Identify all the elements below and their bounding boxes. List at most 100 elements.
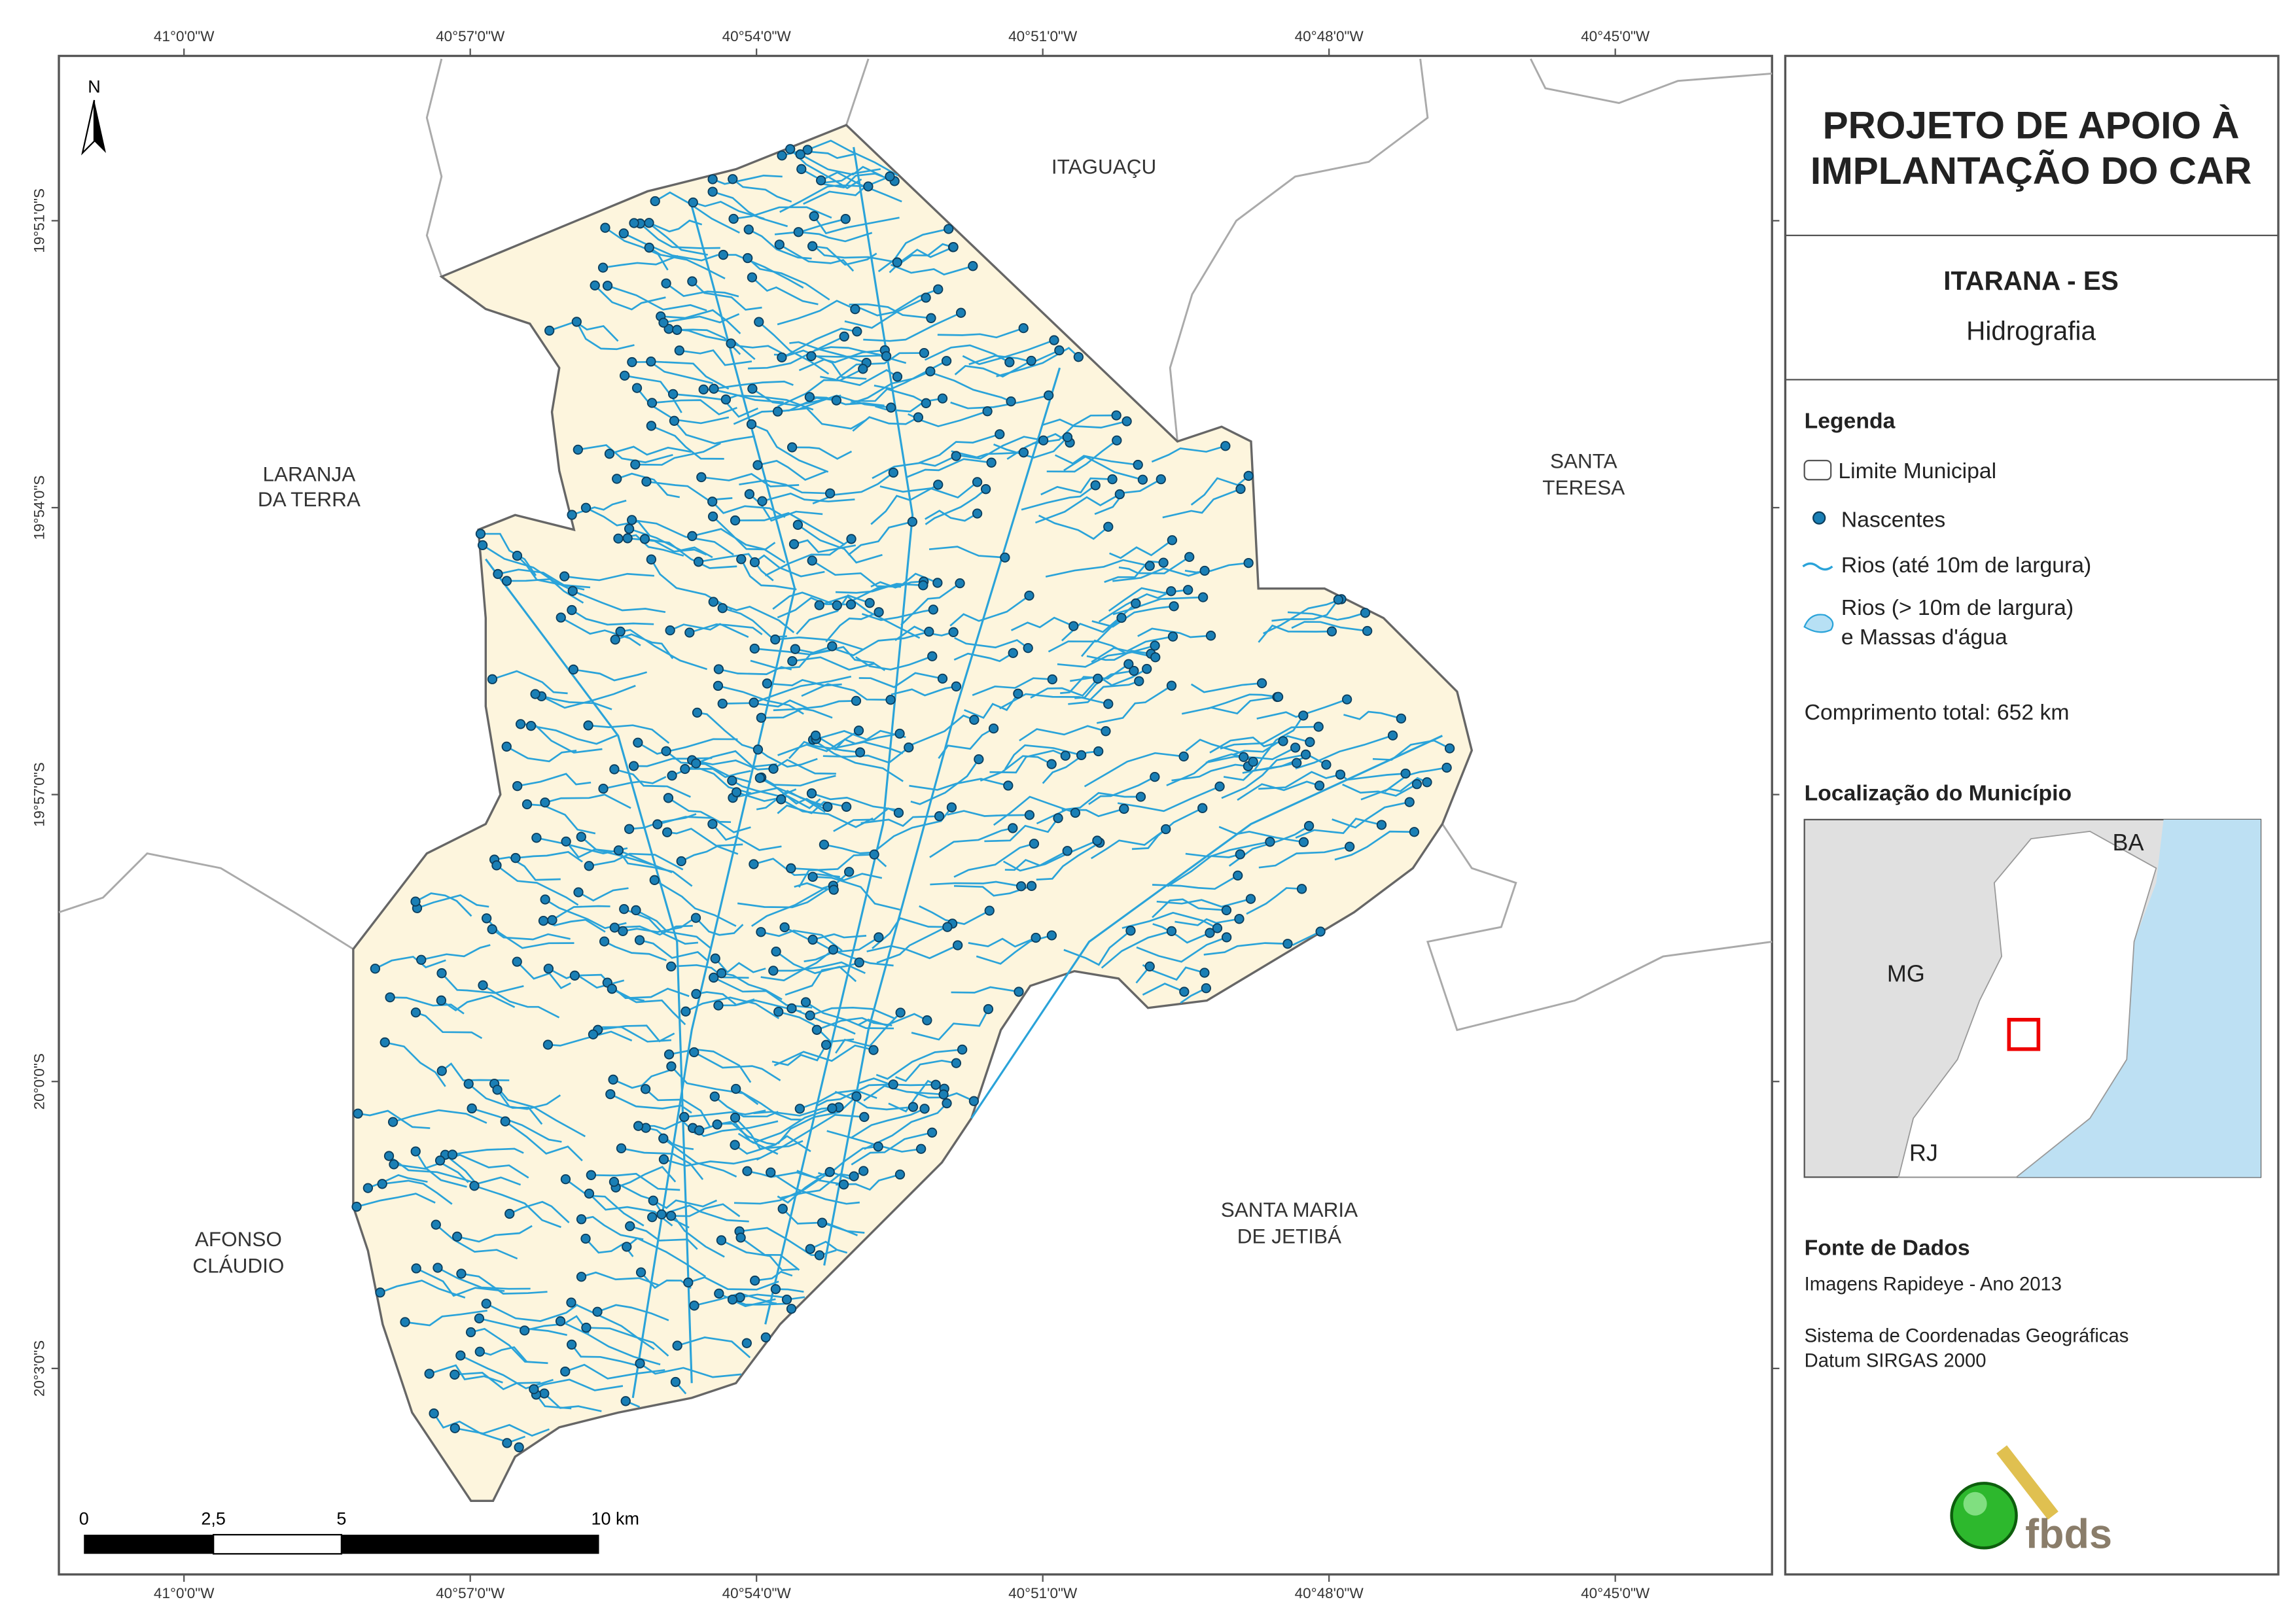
river-trunk: [970, 735, 1443, 1119]
river: [1156, 898, 1251, 908]
river: [733, 206, 832, 220]
spring: [530, 689, 540, 699]
river: [779, 184, 868, 213]
river: [415, 1267, 505, 1297]
spring: [540, 894, 550, 905]
river: [1054, 454, 1139, 466]
river: [506, 746, 577, 763]
logo-text: fbds: [2025, 1511, 2112, 1557]
river-trunk: [764, 147, 914, 1325]
river: [751, 887, 834, 927]
spring: [512, 780, 523, 792]
spring: [1018, 447, 1029, 458]
river: [393, 1163, 467, 1188]
spring: [607, 983, 617, 994]
river: [1372, 739, 1451, 761]
spring: [790, 644, 800, 654]
river: [1209, 736, 1284, 754]
spring: [858, 1166, 869, 1176]
river: [1098, 590, 1172, 623]
spring: [741, 1338, 752, 1348]
river: [1122, 911, 1218, 930]
spring: [1298, 710, 1309, 721]
y-coord-label: 19°57'0"S: [31, 762, 48, 827]
spring: [1053, 812, 1063, 824]
spring: [620, 1396, 631, 1406]
spring: [707, 174, 718, 184]
spring: [1044, 390, 1054, 401]
spring: [633, 737, 643, 748]
river: [571, 609, 654, 626]
spring: [1018, 323, 1029, 334]
river: [1084, 752, 1184, 788]
spring: [515, 719, 526, 729]
river: [657, 816, 751, 833]
river: [849, 303, 932, 319]
river: [890, 264, 974, 276]
spring: [838, 1179, 849, 1190]
river: [669, 623, 749, 638]
spring: [796, 164, 807, 175]
river: [951, 986, 1019, 994]
river: [1068, 680, 1140, 705]
spring: [957, 1044, 968, 1055]
spring: [588, 1029, 599, 1039]
spring: [919, 1104, 930, 1114]
spring: [1026, 355, 1036, 366]
river: [855, 655, 933, 671]
scale-segment: [84, 1535, 214, 1554]
river: [603, 254, 679, 269]
spring: [646, 421, 657, 431]
spring: [969, 714, 980, 725]
spring: [840, 214, 851, 224]
river: [471, 1108, 562, 1143]
spring: [687, 276, 698, 287]
river: [648, 247, 726, 279]
river: [667, 797, 732, 824]
spring: [658, 317, 669, 328]
spring: [567, 585, 578, 596]
river: [949, 595, 1030, 627]
river: [609, 445, 692, 456]
spring: [1156, 474, 1166, 485]
spring: [573, 887, 584, 898]
spring: [1197, 592, 1209, 602]
spring: [648, 1195, 658, 1206]
river: [684, 767, 751, 778]
river: [1004, 850, 1068, 871]
municipal-boundary: [352, 124, 1474, 1502]
spring: [387, 1117, 398, 1127]
river: [671, 1203, 741, 1217]
spring: [547, 915, 557, 926]
spring: [712, 1119, 722, 1130]
spring: [573, 444, 583, 455]
spring: [824, 1166, 835, 1178]
ocean: [2016, 819, 2261, 1178]
spring: [863, 181, 874, 192]
spring: [609, 1177, 620, 1187]
river: [813, 876, 900, 911]
spring: [768, 966, 779, 976]
river: [798, 231, 873, 243]
total-length: Comprimento total: 652 km: [1805, 700, 2070, 725]
spring: [555, 1316, 566, 1327]
spring: [450, 1423, 460, 1433]
river: [544, 794, 631, 809]
spring: [525, 720, 537, 731]
river: [716, 1121, 777, 1145]
spring: [661, 746, 671, 756]
spring: [1047, 674, 1057, 685]
spring: [1114, 489, 1125, 500]
river: [421, 944, 491, 961]
river-trunk: [485, 558, 693, 1384]
river: [713, 601, 795, 634]
spring: [630, 459, 641, 470]
spring: [980, 484, 991, 495]
scale-label: 5: [336, 1509, 346, 1528]
river: [607, 285, 707, 311]
spring: [628, 761, 639, 771]
river: [773, 700, 857, 712]
river: [836, 1174, 900, 1191]
spring: [1296, 884, 1307, 894]
